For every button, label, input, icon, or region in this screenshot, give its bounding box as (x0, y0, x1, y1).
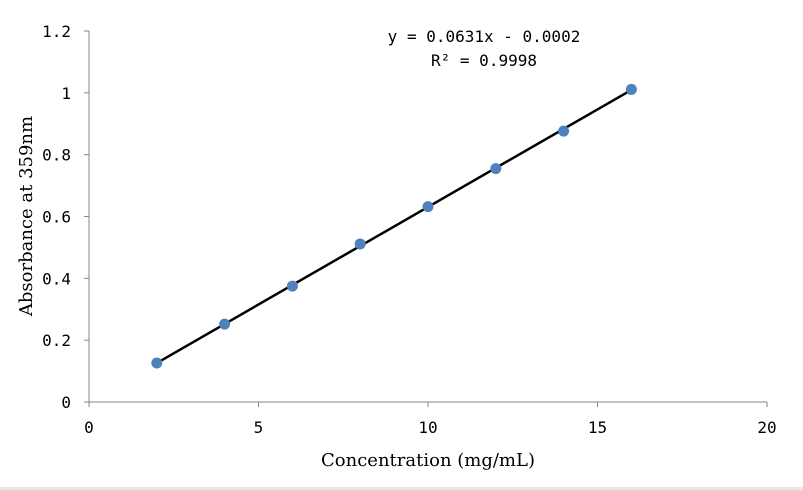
y-axis-title: Absorbance at 359nm (16, 116, 37, 317)
data-point (286, 280, 298, 292)
bottom-divider (0, 487, 803, 490)
x-tick-label: 5 (254, 418, 264, 437)
x-axis-title: Concentration (mg/mL) (321, 450, 535, 471)
data-points (151, 83, 637, 369)
data-point (625, 83, 637, 95)
y-tick-label: 0.2 (42, 331, 71, 350)
x-tick-label: 10 (418, 418, 437, 437)
data-point (354, 238, 366, 250)
y-tick-label: 0.6 (42, 208, 71, 227)
y-tick-label: 1.2 (42, 22, 71, 41)
x-tick-label: 20 (757, 418, 776, 437)
y-tick-label: 0 (61, 393, 71, 412)
x-tick-label: 0 (84, 418, 94, 437)
x-ticks: 0 5 10 15 20 (84, 402, 777, 437)
data-point (558, 125, 570, 137)
data-point (151, 357, 163, 369)
y-tick-label: 0.4 (42, 269, 71, 288)
data-point (422, 201, 434, 213)
y-tick-label: 0.8 (42, 146, 71, 165)
y-ticks: 0 0.2 0.4 0.6 0.8 1 1.2 (42, 22, 89, 412)
y-tick-label: 1 (61, 84, 71, 103)
data-point (490, 163, 502, 175)
trendline (156, 88, 633, 365)
trendline-equation: y = 0.0631x - 0.0002 (388, 27, 581, 46)
r-squared-label: R² = 0.9998 (431, 51, 537, 70)
data-point (219, 318, 231, 330)
x-tick-label: 15 (588, 418, 607, 437)
axes (88, 31, 767, 403)
